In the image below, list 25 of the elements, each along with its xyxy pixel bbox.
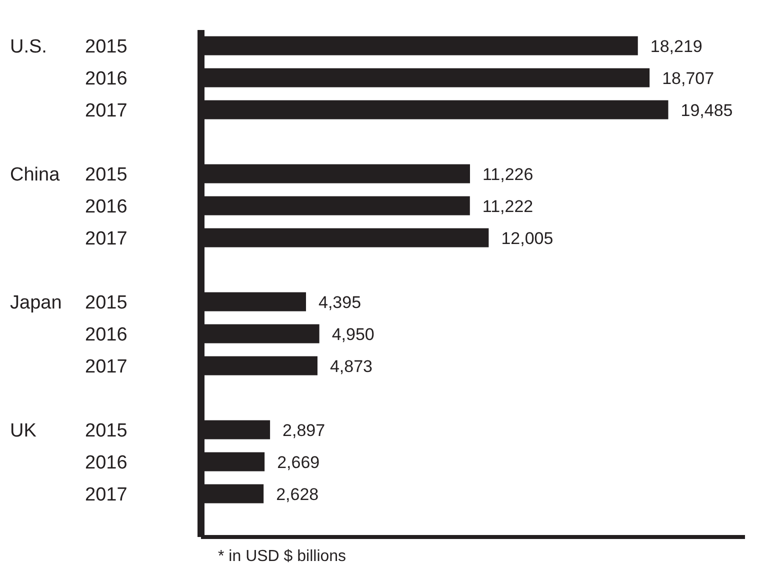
text: * in USD $ billions — [218, 548, 346, 566]
data-label: 18,219 — [650, 36, 702, 56]
y-tick-label: 2017 — [85, 356, 128, 378]
data-label: 18,707 — [662, 68, 714, 88]
category-label: Japan 2015 — [10, 292, 128, 314]
category-label: U.S. 2015 — [10, 36, 128, 58]
category-label: China 2015 — [10, 164, 128, 186]
y-tick-label: 2017 — [85, 228, 128, 250]
data-label: 2,628 — [276, 484, 319, 504]
y-tick-label: 2016 — [85, 68, 128, 90]
y-tick-label: 2016 — [85, 452, 128, 474]
y-tick-label: 2016 — [85, 196, 128, 218]
data-label: 12,005 — [501, 228, 554, 248]
y-tick-label: 2016 — [85, 324, 128, 346]
y-tick-label: 2017 — [85, 100, 128, 122]
data-label: 19,485 — [680, 100, 733, 120]
category-label: UK 2015 — [10, 420, 128, 442]
data-label: 4,395 — [318, 292, 362, 312]
data-label: 4,950 — [332, 324, 374, 344]
data-label: 2,669 — [277, 452, 320, 472]
data-label: 11,226 — [482, 164, 534, 184]
data-label: 4,873 — [330, 356, 373, 376]
data-label: 2,897 — [282, 420, 326, 440]
y-tick-label: 2017 — [85, 484, 128, 506]
data-label: 11,222 — [482, 196, 534, 216]
